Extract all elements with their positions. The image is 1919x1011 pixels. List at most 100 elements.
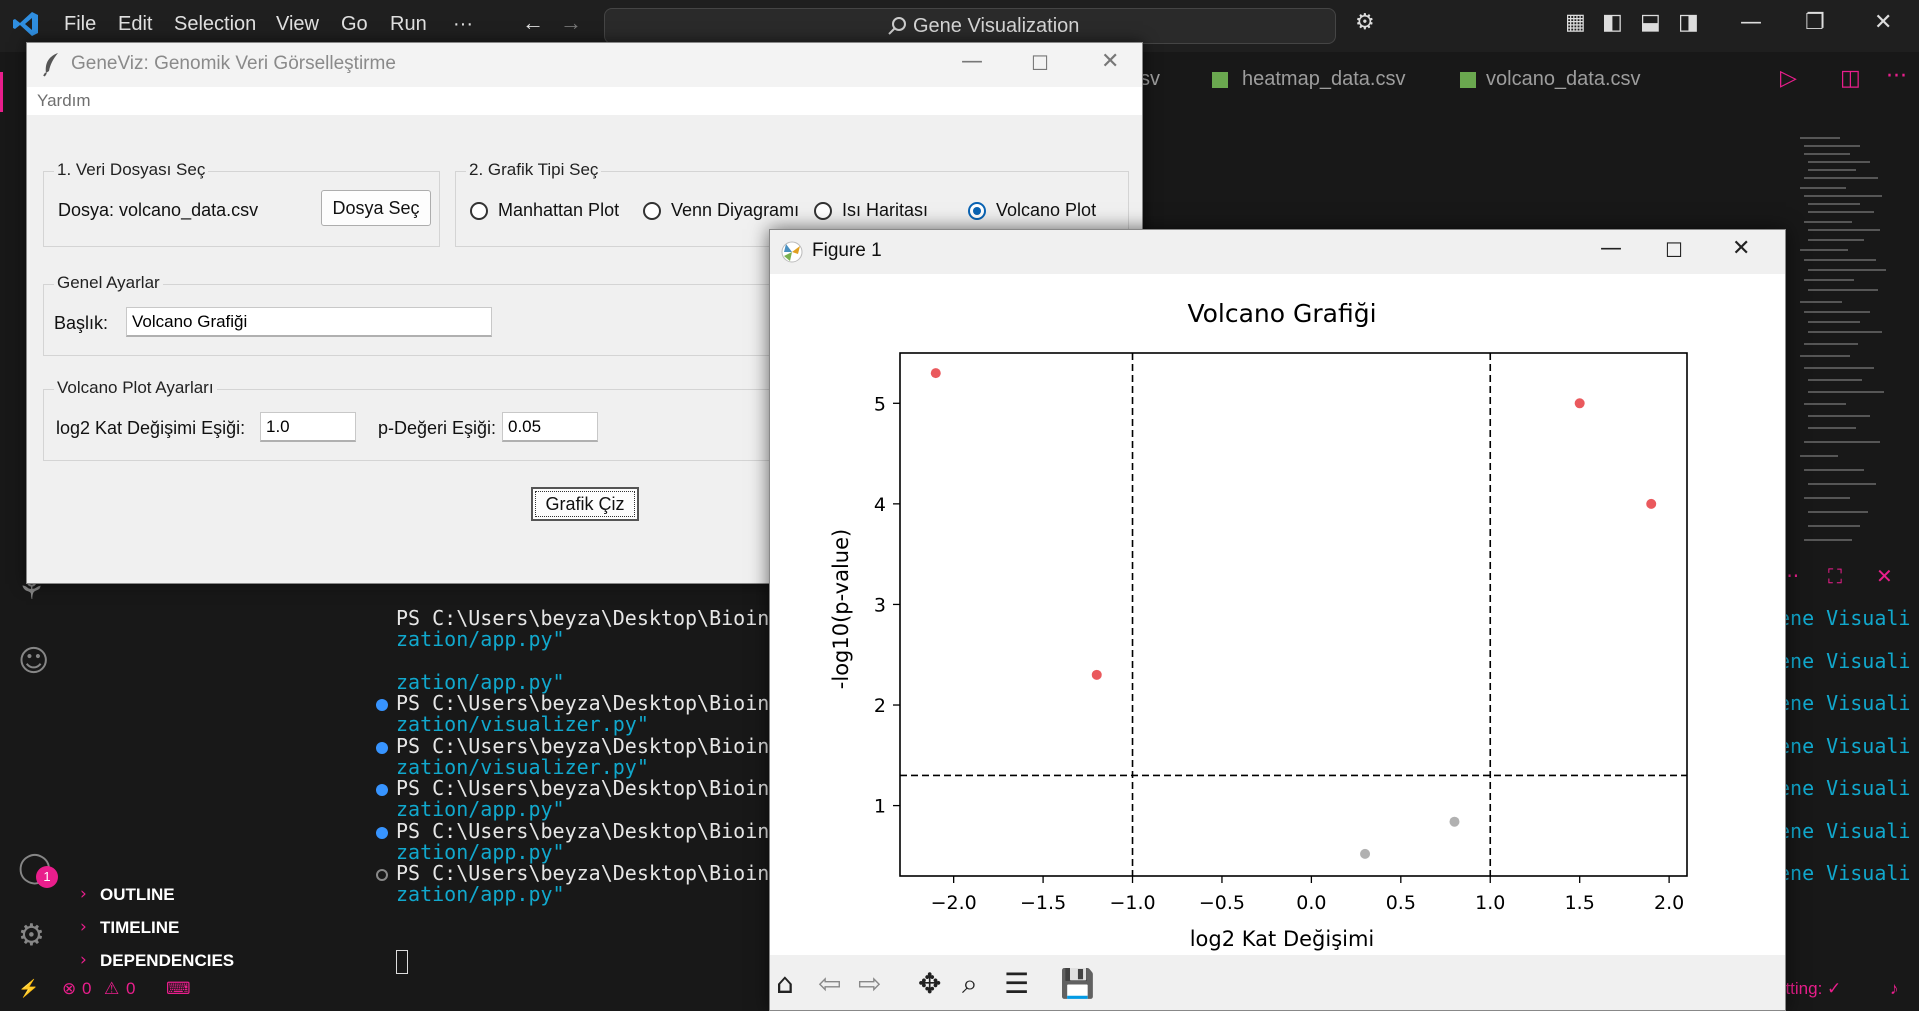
terminal-right-fragment: ene Visuali bbox=[1778, 733, 1911, 758]
terminal-continuation-line: zation/app.py" bbox=[396, 839, 565, 864]
sidebar-dependencies[interactable]: DEPENDENCIES bbox=[100, 951, 235, 970]
command-status-icon[interactable] bbox=[376, 826, 388, 839]
menu-more[interactable]: ··· bbox=[453, 13, 473, 35]
chart-title-input[interactable]: Volcano Grafiği bbox=[126, 307, 492, 337]
matplotlib-icon bbox=[780, 240, 804, 268]
copilot-icon[interactable]: ⚙ bbox=[1355, 10, 1375, 35]
maximize-icon[interactable]: ☐ bbox=[1031, 51, 1049, 75]
copilot-chat-icon[interactable]: ☺ bbox=[18, 644, 50, 679]
save-icon[interactable]: 💾 bbox=[1060, 967, 1095, 1000]
x-tick-label: 2.0 bbox=[1654, 892, 1684, 914]
data-point bbox=[1091, 669, 1102, 680]
command-status-icon[interactable] bbox=[376, 869, 388, 881]
formatting-status[interactable]: atting: ✓ bbox=[1776, 979, 1842, 998]
general-settings-title: Genel Ayarlar bbox=[54, 273, 163, 293]
maximize-panel-icon[interactable]: ⛶ bbox=[1828, 564, 1842, 588]
close-icon[interactable]: ✕ bbox=[1874, 10, 1893, 35]
tab-volcano-data[interactable]: volcano_data.csv bbox=[1486, 68, 1641, 90]
terminal-right-fragment: ene Visuali bbox=[1778, 606, 1911, 630]
command-status-icon[interactable] bbox=[376, 741, 388, 754]
radio-volcano[interactable] bbox=[968, 202, 986, 220]
forward-arrow-icon[interactable]: → bbox=[560, 10, 582, 35]
minimize-icon[interactable]: — bbox=[1600, 236, 1622, 261]
more-actions-icon[interactable]: ··· bbox=[1886, 64, 1907, 89]
terminal-prompt-line: PS C:\Users\beyza\Desktop\Bioinfor bbox=[396, 861, 806, 885]
command-status-icon[interactable] bbox=[376, 699, 388, 711]
chart-title-label: Başlık: bbox=[54, 313, 109, 333]
terminal-continuation-line: zation/app.py" bbox=[396, 882, 565, 906]
x-tick-label: 1.5 bbox=[1565, 892, 1595, 914]
maximize-icon[interactable]: ☐ bbox=[1665, 238, 1683, 262]
figure-titlebar[interactable]: Figure 1 — ☐ ✕ bbox=[770, 230, 1785, 274]
minimap[interactable] bbox=[1790, 130, 1890, 560]
menu-edit[interactable]: Edit bbox=[118, 13, 153, 35]
warning-count[interactable]: 0 bbox=[126, 979, 136, 998]
back-arrow-icon[interactable]: ← bbox=[522, 10, 544, 35]
radio-heatmap-label[interactable]: Isı Haritası bbox=[842, 200, 929, 220]
fold-change-input[interactable]: 1.0 bbox=[260, 412, 356, 442]
radio-manhattan[interactable] bbox=[470, 202, 488, 220]
command-center-search[interactable]: Gene Visualization bbox=[604, 8, 1336, 44]
radio-venn-label[interactable]: Venn Diyagramı bbox=[671, 200, 800, 220]
figure-toolbar: ⌂ ⇦ ⇨ ✥ ⌕ ☰ 💾 bbox=[770, 955, 1785, 1010]
pan-icon[interactable]: ✥ bbox=[918, 967, 942, 1000]
x-tick-label: −2.0 bbox=[931, 892, 977, 914]
terminal-continuation-line: zation/app.py" bbox=[396, 669, 565, 694]
sidebar-timeline[interactable]: TIMELINE bbox=[100, 918, 180, 937]
menu-selection[interactable]: Selection bbox=[174, 13, 257, 35]
sidebar-outline[interactable]: OUTLINE bbox=[100, 885, 175, 904]
back-icon[interactable]: ⇦ bbox=[818, 967, 842, 1000]
terminal-continuation-line: zation/visualizer.py" bbox=[396, 754, 649, 779]
configure-icon[interactable]: ☰ bbox=[1004, 967, 1030, 1000]
menu-run[interactable]: Run bbox=[390, 13, 427, 35]
forward-icon[interactable]: ⇨ bbox=[858, 967, 882, 1000]
restore-icon[interactable]: ❐ bbox=[1805, 10, 1825, 35]
feather-icon bbox=[41, 51, 63, 81]
radio-volcano-label[interactable]: Volcano Plot bbox=[996, 200, 1097, 220]
radio-venn[interactable] bbox=[643, 202, 661, 220]
volcano-chart[interactable]: Volcano Grafiği −2.0 −1.5 −1.0 −0.5 0.0 0.5 1.… bbox=[770, 274, 1785, 955]
error-count[interactable]: 0 bbox=[82, 979, 92, 998]
terminal-continuation-line: zation/visualizer.py" bbox=[396, 712, 649, 736]
radio-heatmap[interactable] bbox=[814, 202, 832, 220]
p-value-label: p-Değeri Eşiği: bbox=[378, 418, 497, 438]
terminal-prompt-line: PS C:\Users\beyza\Desktop\Bioinfor bbox=[396, 733, 806, 758]
split-editor-icon[interactable]: ◫ bbox=[1840, 66, 1861, 91]
volcano-settings-frame: Volcano Plot Ayarları log2 Kat Değişimi … bbox=[43, 378, 1129, 461]
close-panel-icon[interactable]: ✕ bbox=[1876, 564, 1893, 588]
toggle-sidebar-icon[interactable]: ◧ bbox=[1602, 10, 1623, 35]
terminal-prompt-line: PS C:\Users\beyza\Desktop\Bioinfor bbox=[396, 776, 806, 800]
layout-icon[interactable]: ▦ bbox=[1565, 10, 1586, 35]
radio-manhattan-label[interactable]: Manhattan Plot bbox=[498, 200, 620, 220]
plot-frame bbox=[899, 352, 1688, 877]
close-icon[interactable]: ✕ bbox=[1732, 236, 1751, 261]
minimize-icon[interactable]: — bbox=[961, 49, 983, 74]
run-icon[interactable]: ▷ bbox=[1780, 66, 1797, 91]
geneviz-titlebar[interactable]: GeneViz: Genomik Veri Görselleştirme — ☐… bbox=[27, 43, 1142, 87]
zoom-icon[interactable]: ⌕ bbox=[962, 967, 978, 1000]
terminal-cursor bbox=[396, 950, 408, 974]
toggle-panel-icon[interactable]: ⬓ bbox=[1640, 10, 1661, 35]
menu-go[interactable]: Go bbox=[341, 13, 368, 35]
y-tick-label: 2 bbox=[874, 695, 886, 717]
figure-window: Figure 1 — ☐ ✕ Volcano Grafiği −2.0 −1.5 −… bbox=[769, 229, 1786, 1011]
p-value-input[interactable]: 0.05 bbox=[502, 412, 598, 442]
select-file-button[interactable]: Dosya Seç bbox=[321, 190, 431, 226]
settings-gear-icon[interactable]: ⚙ bbox=[18, 918, 45, 953]
toggle-secondary-sidebar-icon[interactable]: ◨ bbox=[1678, 10, 1699, 35]
menu-view[interactable]: View bbox=[276, 13, 319, 35]
close-icon[interactable]: ✕ bbox=[1101, 49, 1120, 74]
command-status-icon[interactable] bbox=[376, 784, 388, 796]
home-icon[interactable]: ⌂ bbox=[776, 967, 794, 1000]
menu-help[interactable]: Yardım bbox=[37, 91, 91, 110]
remote-icon[interactable]: ⚡ bbox=[18, 979, 40, 998]
tab-heatmap-data[interactable]: heatmap_data.csv bbox=[1242, 68, 1406, 90]
menu-file[interactable]: File bbox=[64, 13, 97, 35]
notifications-icon[interactable]: ♪ bbox=[1890, 979, 1899, 998]
terminal-icon[interactable]: ⌨ bbox=[166, 979, 191, 998]
minimize-icon[interactable]: — bbox=[1740, 10, 1762, 35]
draw-chart-button[interactable]: Grafik Çiz bbox=[531, 487, 639, 521]
active-indicator bbox=[0, 72, 3, 112]
y-axis-label: -log10(p-value) bbox=[829, 529, 853, 689]
tab-partial[interactable]: sv bbox=[1140, 68, 1160, 90]
